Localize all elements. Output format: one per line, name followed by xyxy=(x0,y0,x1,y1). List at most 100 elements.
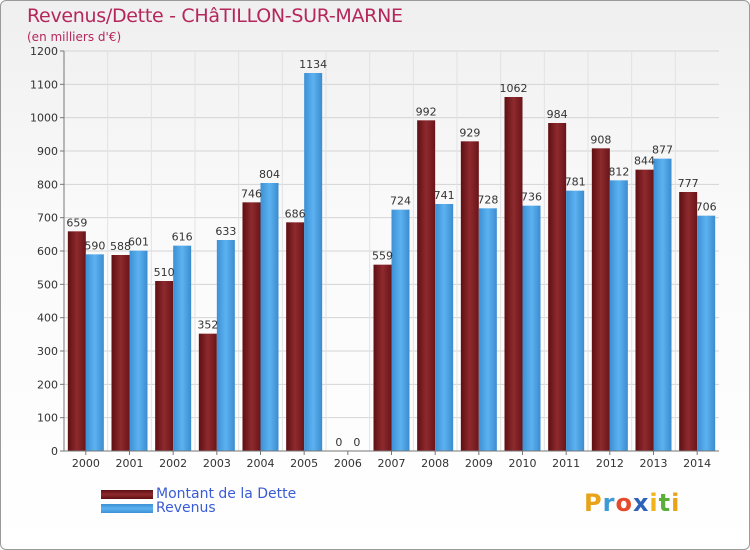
bar-revenus xyxy=(129,250,148,451)
bar-revenus xyxy=(260,183,279,451)
data-label-revenus: 1134 xyxy=(299,58,327,71)
bar-revenus xyxy=(697,215,716,451)
bar-dette xyxy=(373,264,392,451)
y-tick-label: 200 xyxy=(37,378,58,391)
bar-dette xyxy=(286,222,305,451)
x-tick-label: 2002 xyxy=(159,457,187,470)
x-axis-ticks: 2000 2001 2002 2003 2004 2005 2006 2007 2008 2009… xyxy=(72,451,711,470)
data-label-revenus: 741 xyxy=(434,189,455,202)
bar-revenus xyxy=(522,205,541,451)
x-tick-label: 2003 xyxy=(203,457,231,470)
bar-dette xyxy=(155,281,174,451)
x-tick-label: 2009 xyxy=(465,457,493,470)
bar-dette xyxy=(198,333,217,451)
logo-letter: P xyxy=(584,489,603,517)
bar-revenus xyxy=(85,254,104,451)
x-tick-label: 2014 xyxy=(683,457,711,470)
data-label-revenus: 804 xyxy=(259,168,280,181)
x-tick-label: 2001 xyxy=(116,457,144,470)
data-label-revenus: 781 xyxy=(565,176,586,189)
bar-revenus xyxy=(216,240,235,451)
bar-revenus xyxy=(304,73,323,451)
data-label-dette: 510 xyxy=(154,266,175,279)
y-tick-label: 500 xyxy=(37,278,58,291)
x-tick-label: 2008 xyxy=(421,457,449,470)
bar-revenus xyxy=(478,208,497,451)
x-tick-label: 2000 xyxy=(72,457,100,470)
bar-dette xyxy=(548,123,567,451)
data-label-dette: 0 xyxy=(335,436,342,449)
bar-dette xyxy=(679,192,698,451)
x-tick-label: 2012 xyxy=(596,457,624,470)
bar-dette xyxy=(504,97,523,451)
data-label-dette: 844 xyxy=(634,155,655,168)
legend-swatch-revenus xyxy=(101,504,153,513)
bar-revenus xyxy=(173,245,192,451)
chart-title: Revenus/Dette - CHâTILLON-SUR-MARNE xyxy=(27,5,403,27)
legend-label-revenus: Revenus xyxy=(156,500,216,516)
bar-revenus xyxy=(391,209,410,451)
data-label-dette: 992 xyxy=(416,105,437,118)
x-tick-label: 2005 xyxy=(290,457,318,470)
data-label-revenus: 812 xyxy=(608,165,629,178)
y-tick-label: 0 xyxy=(51,445,58,458)
bar-dette xyxy=(242,202,261,451)
logo-letter: i xyxy=(649,489,659,517)
x-tick-label: 2006 xyxy=(334,457,362,470)
bar-dette xyxy=(635,169,654,451)
data-label-dette: 746 xyxy=(241,187,262,200)
x-tick-label: 2013 xyxy=(640,457,668,470)
legend-label-dette: Montant de la Dette xyxy=(156,486,297,502)
data-label-dette: 686 xyxy=(285,207,306,220)
data-label-dette: 1062 xyxy=(500,82,528,95)
y-tick-label: 900 xyxy=(37,145,58,158)
data-label-dette: 588 xyxy=(110,240,131,253)
data-label-dette: 559 xyxy=(372,250,393,263)
data-label-revenus: 0 xyxy=(353,436,360,449)
data-label-revenus: 590 xyxy=(84,239,105,252)
y-tick-label: 400 xyxy=(37,312,58,325)
data-label-dette: 929 xyxy=(459,126,480,139)
bars xyxy=(67,73,716,452)
y-tick-label: 700 xyxy=(37,212,58,225)
x-tick-label: 2011 xyxy=(552,457,580,470)
logo-letter: o xyxy=(615,489,633,517)
logo-letter: t xyxy=(658,489,672,517)
data-label-revenus: 736 xyxy=(521,191,542,204)
y-tick-label: 800 xyxy=(37,178,58,191)
data-label-dette: 777 xyxy=(678,177,699,190)
y-tick-label: 1200 xyxy=(30,45,58,58)
proxiti-logo: Proxiti xyxy=(584,489,680,517)
legend-swatch-dette xyxy=(101,490,153,499)
bar-dette xyxy=(591,148,610,452)
y-tick-label: 600 xyxy=(37,245,58,258)
y-tick-label: 1000 xyxy=(30,112,58,125)
bar-revenus xyxy=(653,158,672,451)
data-label-revenus: 728 xyxy=(477,193,498,206)
y-axis-ticks: 0 100 200 300 400 500 600 700 800 900 1000 1100 1200 xyxy=(30,45,64,458)
data-label-revenus: 633 xyxy=(215,225,236,238)
data-label-revenus: 877 xyxy=(652,144,673,157)
data-label-dette: 659 xyxy=(66,216,87,229)
x-tick-label: 2004 xyxy=(247,457,275,470)
data-label-revenus: 706 xyxy=(696,201,717,214)
data-label-dette: 984 xyxy=(547,108,568,121)
x-tick-label: 2010 xyxy=(509,457,537,470)
y-tick-label: 1100 xyxy=(30,78,58,91)
logo-letter: r xyxy=(602,489,616,517)
data-label-dette: 908 xyxy=(590,133,611,146)
bar-revenus xyxy=(566,190,585,451)
bar-dette xyxy=(67,231,86,451)
bar-revenus xyxy=(435,204,454,451)
bar-revenus xyxy=(609,180,628,452)
logo-letter: x xyxy=(632,489,650,517)
logo-letter: i xyxy=(671,489,681,517)
bar-dette xyxy=(111,255,130,451)
data-label-revenus: 601 xyxy=(128,236,149,249)
data-label-revenus: 616 xyxy=(172,231,193,244)
bar-dette xyxy=(417,120,436,451)
y-tick-label: 300 xyxy=(37,345,58,358)
